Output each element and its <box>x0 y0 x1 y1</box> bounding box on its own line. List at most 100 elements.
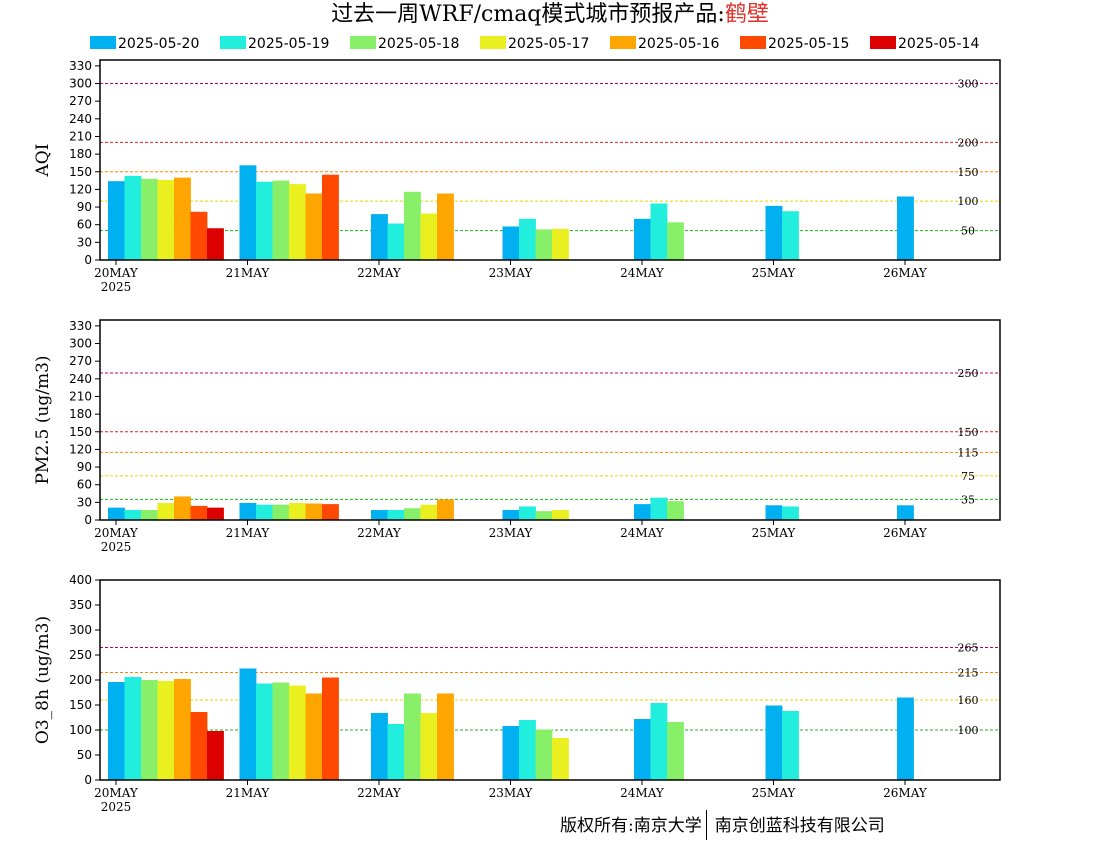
bar <box>387 223 405 260</box>
y-axis-title: PM2.5 (ug/m3) <box>33 355 53 484</box>
bar <box>420 713 438 780</box>
bar <box>371 713 388 780</box>
chart-title: 过去一周WRF/cmaq模式城市预报产品:鹤壁 <box>0 0 1100 30</box>
bar <box>519 720 536 780</box>
bar <box>535 729 553 780</box>
x-tick-label: 23MAY <box>489 526 534 540</box>
legend-swatch <box>870 36 896 49</box>
y-tick-label: 90 <box>77 200 92 214</box>
bar <box>207 507 224 520</box>
bar <box>207 228 224 260</box>
y-tick-label: 330 <box>69 59 92 73</box>
bar <box>502 226 520 260</box>
x-tick-label: 25MAY <box>752 526 797 540</box>
bar <box>207 731 224 780</box>
legend-item: 2025-05-18 <box>350 36 459 52</box>
year-label: 2025 <box>101 280 132 294</box>
bar <box>437 693 454 780</box>
bar <box>502 510 520 520</box>
bar <box>552 510 569 520</box>
legend-label: 2025-05-19 <box>248 36 330 52</box>
bar <box>437 193 454 260</box>
y-tick-label: 240 <box>69 112 92 126</box>
y-tick-label: 330 <box>69 319 92 333</box>
x-tick-label: 20MAY <box>94 786 139 800</box>
bar <box>519 218 536 260</box>
x-tick-label: 22MAY <box>357 526 402 540</box>
bar <box>190 505 208 520</box>
title-main: 过去一周WRF/cmaq模式城市预报产品: <box>331 2 725 27</box>
threshold-label: 160 <box>958 694 979 707</box>
x-tick-label: 25MAY <box>752 786 797 800</box>
legend-swatch <box>90 36 116 49</box>
bar <box>256 181 273 260</box>
y-tick-label: 270 <box>69 94 92 108</box>
bar <box>124 510 142 520</box>
bar <box>765 705 783 780</box>
y-tick-label: 0 <box>84 513 92 527</box>
bar <box>404 191 421 260</box>
bar <box>897 505 914 520</box>
x-tick-label: 25MAY <box>752 266 797 280</box>
plot-frame <box>99 59 1001 261</box>
x-tick-label: 22MAY <box>357 786 402 800</box>
y-tick-label: 210 <box>69 129 92 143</box>
y-tick-label: 60 <box>77 478 92 492</box>
bar <box>404 508 421 520</box>
bar <box>634 504 651 520</box>
threshold-label: 50 <box>961 225 975 238</box>
x-tick-label: 21MAY <box>226 266 271 280</box>
bar <box>420 504 438 520</box>
bar <box>141 510 158 520</box>
x-tick-label: 23MAY <box>489 786 534 800</box>
y-tick-label: 150 <box>69 425 92 439</box>
legend-item: 2025-05-19 <box>220 36 329 52</box>
x-tick-label: 24MAY <box>620 526 665 540</box>
bar <box>782 211 799 260</box>
y-tick-label: 210 <box>69 389 92 403</box>
threshold-label: 115 <box>958 446 979 459</box>
bar <box>650 497 668 520</box>
bar <box>190 712 208 780</box>
bar <box>387 510 405 520</box>
legend-label: 2025-05-16 <box>638 36 720 52</box>
bar <box>305 693 323 780</box>
bar <box>420 213 438 260</box>
bar <box>634 719 651 780</box>
year-label: 2025 <box>101 540 132 554</box>
legend-swatch <box>740 36 766 49</box>
bar <box>108 682 125 780</box>
x-tick-label: 26MAY <box>883 786 928 800</box>
legend-swatch <box>610 36 636 49</box>
bar <box>141 178 158 260</box>
y-tick-label: 250 <box>69 648 92 662</box>
bar <box>239 165 257 260</box>
threshold-label: 100 <box>958 195 979 208</box>
bar <box>174 679 191 780</box>
y-tick-label: 100 <box>69 723 92 737</box>
plot-frame <box>99 319 1001 521</box>
x-tick-label: 26MAY <box>883 526 928 540</box>
bar <box>502 726 520 780</box>
legend-swatch <box>480 36 506 49</box>
legend-label: 2025-05-14 <box>898 36 980 52</box>
bar <box>552 738 569 780</box>
y-tick-label: 270 <box>69 354 92 368</box>
bar <box>256 504 273 520</box>
bar <box>552 228 569 260</box>
x-tick-label: 21MAY <box>226 526 271 540</box>
threshold-label: 215 <box>958 667 979 680</box>
bar <box>272 682 290 780</box>
bar <box>305 193 323 260</box>
legend-item: 2025-05-16 <box>610 36 719 52</box>
bar <box>256 683 273 780</box>
y-tick-label: 400 <box>69 573 92 587</box>
bar <box>272 180 290 260</box>
bar <box>535 511 553 520</box>
bar <box>239 502 257 520</box>
threshold-label: 300 <box>958 78 979 91</box>
bar <box>650 203 668 260</box>
bar <box>765 205 783 260</box>
threshold-label: 250 <box>958 367 979 380</box>
